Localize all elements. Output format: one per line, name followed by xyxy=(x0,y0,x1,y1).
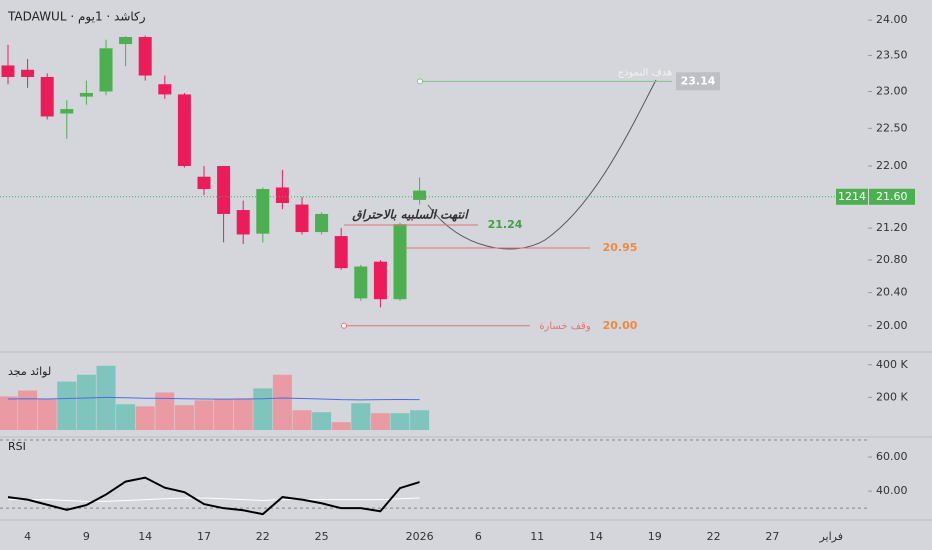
volume-bar xyxy=(194,400,214,430)
x-tick-label: فراير xyxy=(818,530,843,543)
x-tick-label: 25 xyxy=(315,530,329,543)
candle-body xyxy=(236,210,250,235)
candle-body xyxy=(197,176,211,190)
x-tick-label: 4 xyxy=(24,530,31,543)
price-tag-label: 21.60 xyxy=(876,190,908,203)
y-tick-label: 40.00 xyxy=(876,484,908,497)
volume-bar xyxy=(272,374,292,430)
level-label: 20.00 xyxy=(603,319,638,332)
y-tick-label: 24.00 xyxy=(876,13,908,26)
countdown: 1214 xyxy=(838,190,866,203)
candle-body xyxy=(119,36,133,45)
volume-bar xyxy=(331,422,351,430)
y-tick-label: 23.50 xyxy=(876,48,908,61)
pattern-curve xyxy=(427,79,657,250)
x-tick-label: 2026 xyxy=(406,530,434,543)
level-label: 23.14 xyxy=(681,74,716,87)
x-tick-label: 17 xyxy=(197,530,211,543)
panel-title: RSI xyxy=(8,440,26,453)
y-tick-label: 20.40 xyxy=(876,286,908,299)
candle-body xyxy=(60,109,74,114)
volume-bar xyxy=(233,398,253,430)
candle-body xyxy=(1,65,15,77)
price-tag xyxy=(869,188,915,205)
x-tick-label: 19 xyxy=(648,530,662,543)
x-tick-label: 14 xyxy=(589,530,603,543)
rsi-line xyxy=(7,476,420,516)
level-label: 21.24 xyxy=(488,218,523,231)
chart-title: TADAWUL · ركاشد · 1يوم xyxy=(7,10,146,25)
volume-bar xyxy=(292,410,312,430)
volume-bar xyxy=(0,396,18,430)
volume-bar xyxy=(214,399,234,430)
y-tick-label: 23.00 xyxy=(876,84,908,97)
candle-body xyxy=(315,213,329,233)
volume-bar xyxy=(18,390,38,430)
x-tick-label: 27 xyxy=(765,530,779,543)
x-tick-label: 11 xyxy=(530,530,544,543)
candle-body xyxy=(158,84,172,95)
annotation: انتهت السلبيه بالاحتراق xyxy=(352,208,469,223)
volume-bar xyxy=(116,404,136,430)
y-tick-label: 20.00 xyxy=(876,319,908,332)
x-tick-label: 6 xyxy=(475,530,482,543)
y-tick-label: 21.20 xyxy=(876,221,908,234)
candle-body xyxy=(138,36,152,76)
y-tick-label: 200 K xyxy=(876,390,908,403)
candle-body xyxy=(256,189,270,234)
candle-body xyxy=(99,48,113,92)
y-tick-label: 22.50 xyxy=(876,121,908,134)
candle-body xyxy=(373,261,387,300)
volume-bar xyxy=(155,392,175,430)
candle-body xyxy=(354,266,368,299)
candle-body xyxy=(393,224,407,300)
level-point xyxy=(417,78,423,85)
level-point xyxy=(341,322,347,329)
x-tick-label: 22 xyxy=(256,530,270,543)
level-note: وقف خسارة xyxy=(539,321,591,332)
candle-body xyxy=(40,76,54,117)
volume-bar xyxy=(253,388,273,430)
volume-bar xyxy=(57,381,77,430)
volume-bar xyxy=(37,399,57,430)
level-tag xyxy=(676,72,720,91)
candle-body xyxy=(334,236,348,269)
volume-bar xyxy=(135,406,155,430)
volume-bar xyxy=(370,413,390,430)
y-tick-label: 400 K xyxy=(876,358,908,371)
volume-bar xyxy=(410,410,430,430)
y-tick-label: 20.80 xyxy=(876,253,908,266)
volume-bar xyxy=(76,374,96,430)
x-tick-label: 14 xyxy=(138,530,152,543)
candle-body xyxy=(21,69,35,77)
candle-body xyxy=(413,190,427,200)
candle-body xyxy=(79,92,93,97)
volume-bar xyxy=(312,412,332,430)
candle-body xyxy=(295,204,309,233)
candle-body xyxy=(177,94,191,167)
y-tick-label: 22.00 xyxy=(876,159,908,172)
volume-ma-line xyxy=(7,396,420,401)
level-note: هدف النموذج xyxy=(618,67,673,78)
rsi-ma-line xyxy=(8,497,420,502)
x-tick-label: 22 xyxy=(707,530,721,543)
volume-bar xyxy=(174,405,194,430)
candle-body xyxy=(275,187,289,204)
candle-body xyxy=(217,166,231,214)
x-tick-label: 9 xyxy=(83,530,90,543)
volume-bar xyxy=(390,413,410,430)
level-label: 20.95 xyxy=(603,241,638,254)
y-tick-label: 60.00 xyxy=(876,450,908,463)
volume-bar xyxy=(351,403,371,430)
panel-title: لوائد مجد xyxy=(8,365,51,378)
countdown-box xyxy=(836,188,868,205)
